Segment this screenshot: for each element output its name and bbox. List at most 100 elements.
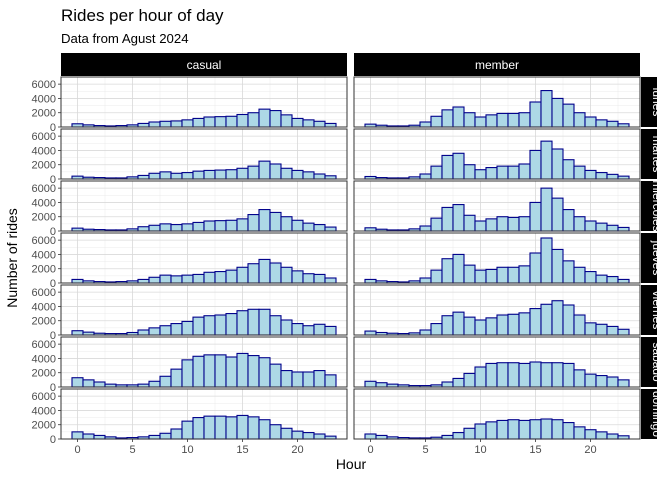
bar-member-lunes-hour-10	[474, 116, 487, 128]
bar-casual-lunes-hour-6	[137, 122, 150, 128]
bar-member-miercoles-hour-11	[485, 218, 498, 232]
y-tick-label: 4000	[32, 249, 56, 261]
bar-casual-miercoles-hour-20	[291, 219, 304, 232]
y-tick-label: 6000	[32, 131, 56, 143]
bar-member-viernes-hour-14	[518, 312, 531, 336]
bar-casual-miercoles-hour-11	[192, 221, 205, 232]
bar-casual-viernes-hour-10	[181, 320, 194, 336]
bar-member-martes-hour-14	[518, 163, 531, 180]
bar-casual-martes-hour-11	[192, 170, 205, 180]
chart-subtitle: Data from Agust 2024	[61, 31, 189, 46]
bar-casual-martes-hour-7	[148, 172, 161, 180]
bar-member-lunes-hour-14	[518, 112, 531, 128]
bar-casual-lunes-hour-21	[302, 119, 315, 128]
bar-casual-lunes-hour-22	[313, 120, 326, 128]
facet-strip-miercoles	[641, 181, 657, 231]
y-tick-label: 2000	[32, 212, 56, 224]
bar-member-lunes-hour-16	[540, 90, 553, 128]
x-tick-label: 15	[236, 444, 248, 456]
bar-casual-jueves-hour-18	[269, 262, 282, 284]
panel-border	[60, 284, 348, 336]
bar-member-domingo-hour-16	[540, 418, 553, 440]
bar-casual-lunes-hour-10	[181, 119, 194, 128]
bar-casual-sabado-hour-10	[181, 359, 194, 388]
facet-label-miercoles: miércoles	[650, 180, 664, 231]
bar-casual-sabado-hour-2	[93, 381, 106, 388]
bar-member-lunes-hour-7	[441, 109, 454, 128]
bar-member-sabado-hour-21	[595, 375, 608, 388]
bar-member-miercoles-hour-18	[562, 209, 575, 232]
bar-member-martes-hour-10	[474, 169, 487, 180]
y-tick-label: 4000	[32, 197, 56, 209]
bar-casual-miercoles-hour-13	[214, 220, 227, 232]
facet-label-martes: martes	[650, 136, 664, 173]
x-tick-label: 20	[584, 444, 596, 456]
bar-member-lunes-hour-20	[584, 116, 597, 128]
bar-casual-miercoles-hour-10	[181, 223, 194, 232]
bar-member-lunes-hour-15	[529, 101, 542, 128]
y-tick-label: 6000	[32, 79, 56, 91]
bar-casual-miercoles-hour-8	[159, 223, 172, 232]
bar-casual-sabado-hour-22	[313, 370, 326, 388]
bar-casual-sabado-hour-16	[247, 355, 260, 388]
bar-casual-jueves-hour-8	[159, 274, 172, 284]
panel-member-martes	[353, 128, 641, 180]
bar-member-martes-hour-8	[452, 152, 465, 180]
bar-member-viernes-hour-23	[617, 328, 630, 336]
bar-casual-miercoles-hour-21	[302, 222, 315, 232]
y-tick-label: 6000	[32, 235, 56, 247]
bar-member-miercoles-hour-8	[452, 204, 465, 232]
bar-casual-sabado-hour-8	[159, 375, 172, 388]
bar-member-jueves-hour-14	[518, 265, 531, 284]
bar-member-lunes-hour-21	[595, 119, 608, 128]
bar-casual-sabado-hour-0	[71, 377, 84, 388]
facet-strip-viernes	[641, 285, 657, 335]
bar-casual-lunes-hour-14	[225, 115, 238, 128]
bar-member-lunes-hour-6	[430, 115, 443, 128]
bar-casual-sabado-hour-14	[225, 356, 238, 388]
panel-border	[60, 232, 348, 284]
y-tick-label: 6000	[32, 391, 56, 403]
bar-casual-viernes-hour-13	[214, 314, 227, 336]
bar-casual-miercoles-hour-17	[258, 209, 271, 232]
bar-casual-sabado-hour-9	[170, 368, 183, 388]
bar-casual-miercoles-hour-16	[247, 214, 260, 232]
y-tick-label: 0	[50, 174, 56, 186]
bar-member-viernes-hour-22	[606, 325, 619, 336]
bar-member-jueves-hour-16	[540, 237, 553, 284]
bar-casual-lunes-hour-7	[148, 121, 161, 128]
bar-casual-jueves-hour-17	[258, 258, 271, 284]
bar-casual-sabado-hour-15	[236, 352, 249, 388]
y-tick-label: 6000	[32, 339, 56, 351]
bar-member-sabado-hour-23	[617, 379, 630, 388]
bar-member-lunes-hour-19	[573, 112, 586, 128]
facet-strip-lunes	[641, 77, 657, 127]
bar-casual-miercoles-hour-12	[203, 220, 216, 232]
bar-member-viernes-hour-21	[595, 323, 608, 336]
bar-member-martes-hour-13	[507, 165, 520, 180]
bar-casual-jueves-hour-16	[247, 263, 260, 284]
bar-member-jueves-hour-9	[463, 264, 476, 284]
bar-member-domingo-hour-0	[364, 433, 377, 440]
bar-casual-viernes-hour-9	[170, 323, 183, 336]
bar-casual-martes-hour-12	[203, 169, 216, 180]
bar-member-domingo-hour-21	[595, 431, 608, 440]
bar-member-martes-hour-20	[584, 169, 597, 180]
bar-member-lunes-hour-13	[507, 112, 520, 128]
bar-member-jueves-hour-15	[529, 252, 542, 284]
bar-member-sabado-hour-20	[584, 373, 597, 388]
facet-label-viernes: viernes	[650, 291, 664, 330]
bar-member-sabado-hour-15	[529, 361, 542, 388]
bar-member-sabado-hour-19	[573, 369, 586, 388]
y-tick-label: 0	[50, 278, 56, 290]
bar-member-jueves-hour-19	[573, 266, 586, 284]
panel-border	[60, 180, 348, 232]
bar-casual-sabado-hour-13	[214, 354, 227, 388]
bar-casual-lunes-hour-17	[258, 108, 271, 128]
bar-casual-viernes-hour-21	[302, 325, 315, 336]
bar-member-sabado-hour-22	[606, 376, 619, 388]
bar-casual-miercoles-hour-22	[313, 224, 326, 232]
bar-casual-viernes-hour-8	[159, 325, 172, 336]
bar-casual-domingo-hour-10	[181, 420, 194, 440]
panel-casual-viernes: 0 2000 4000 6000	[32, 284, 348, 342]
